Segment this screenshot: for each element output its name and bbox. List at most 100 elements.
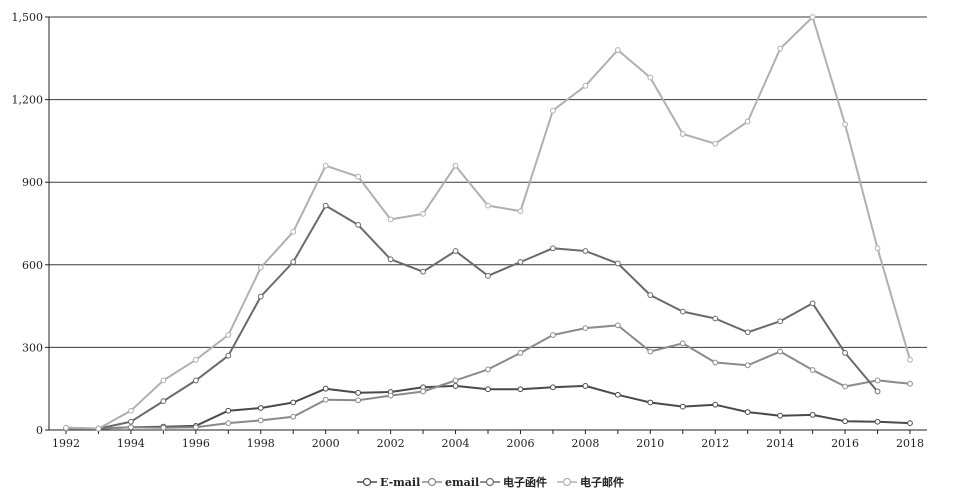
data-point (257, 293, 264, 300)
data-point (712, 401, 719, 408)
data-point (777, 318, 784, 325)
data-point (355, 389, 362, 396)
data-point (582, 383, 589, 389)
data-point (225, 407, 232, 414)
data-point (485, 272, 491, 279)
x-tick-label: 2006 (506, 437, 534, 450)
legend-item: 电子邮件 (557, 475, 624, 489)
series-3 (63, 14, 913, 432)
data-point (614, 260, 621, 267)
data-point (192, 424, 199, 431)
x-tick-label: 2012 (701, 437, 729, 450)
data-point (679, 340, 686, 347)
data-point (160, 398, 167, 404)
data-point (907, 420, 913, 427)
data-point (290, 228, 297, 235)
data-point (809, 14, 816, 20)
legend-label: 电子函件 (503, 475, 547, 489)
x-tick-label: 1998 (247, 437, 275, 450)
data-point (225, 332, 232, 338)
data-point (647, 292, 654, 298)
data-point (160, 377, 167, 384)
data-point (614, 322, 621, 329)
data-point (907, 380, 913, 387)
y-tick-label: 1,500 (12, 11, 44, 24)
y-axis-ticks: 0 300 600 900 1,200 1,500 (12, 11, 49, 437)
data-point (907, 356, 913, 363)
data-point (614, 391, 621, 398)
y-tick-label: 0 (36, 424, 43, 437)
series-line (66, 324, 911, 430)
data-point (874, 245, 881, 252)
data-point (842, 121, 848, 128)
series-1 (63, 322, 913, 432)
data-point (679, 403, 686, 410)
legend-label: 电子邮件 (580, 475, 624, 489)
data-point (744, 118, 751, 125)
data-point (712, 359, 719, 366)
x-tick-label: 2004 (442, 437, 470, 450)
data-point (777, 348, 784, 355)
data-point (322, 202, 329, 209)
data-point (679, 308, 686, 315)
data-point (485, 386, 491, 393)
x-tick-label: 1994 (117, 437, 145, 450)
data-point (777, 45, 784, 52)
data-point (420, 210, 426, 217)
data-point (744, 329, 751, 336)
y-tick-label: 1,200 (12, 94, 44, 107)
data-point (874, 418, 881, 425)
data-point (225, 352, 232, 359)
data-point (452, 377, 459, 384)
data-point (679, 131, 686, 137)
data-point (874, 377, 881, 384)
data-point (322, 162, 329, 169)
data-point (647, 74, 654, 81)
data-point (355, 397, 362, 404)
data-point (290, 413, 297, 420)
legend-label: E-mail (380, 476, 420, 489)
data-point (192, 356, 199, 363)
data-point (647, 399, 654, 406)
data-point (322, 385, 329, 392)
data-point (128, 418, 134, 425)
series-line (66, 384, 911, 430)
y-tick-label: 600 (22, 259, 43, 272)
data-point (63, 424, 69, 431)
series-0 (63, 383, 913, 432)
legend-marker (562, 477, 572, 487)
data-point (290, 259, 297, 265)
data-point (355, 221, 362, 228)
y-tick-label: 900 (22, 176, 43, 189)
x-tick-label: 2002 (377, 437, 405, 450)
series-group (63, 14, 913, 432)
data-point (614, 47, 621, 53)
data-point (225, 420, 232, 427)
x-tick-label: 2016 (831, 437, 859, 450)
data-point (387, 256, 394, 263)
data-point (387, 392, 394, 399)
data-point (452, 383, 459, 389)
data-point (744, 362, 751, 369)
data-point (452, 162, 459, 169)
legend-marker (485, 477, 495, 487)
data-point (744, 409, 751, 416)
y-tick-label: 300 (22, 341, 43, 354)
grid-lines (49, 16, 927, 348)
data-point (192, 377, 199, 384)
x-tick-label: 2018 (896, 437, 924, 450)
data-point (712, 140, 719, 147)
data-point (257, 417, 264, 424)
x-tick-label: 2010 (636, 437, 664, 450)
data-point (485, 202, 491, 209)
data-point (128, 424, 134, 431)
data-point (874, 388, 881, 395)
x-tick-label: 1996 (182, 437, 210, 450)
data-point (550, 245, 556, 252)
data-point (517, 350, 524, 356)
legend-marker (362, 477, 372, 487)
x-tick-label: 2014 (766, 437, 794, 450)
data-point (452, 248, 459, 254)
data-point (550, 107, 556, 114)
data-point (387, 216, 394, 223)
